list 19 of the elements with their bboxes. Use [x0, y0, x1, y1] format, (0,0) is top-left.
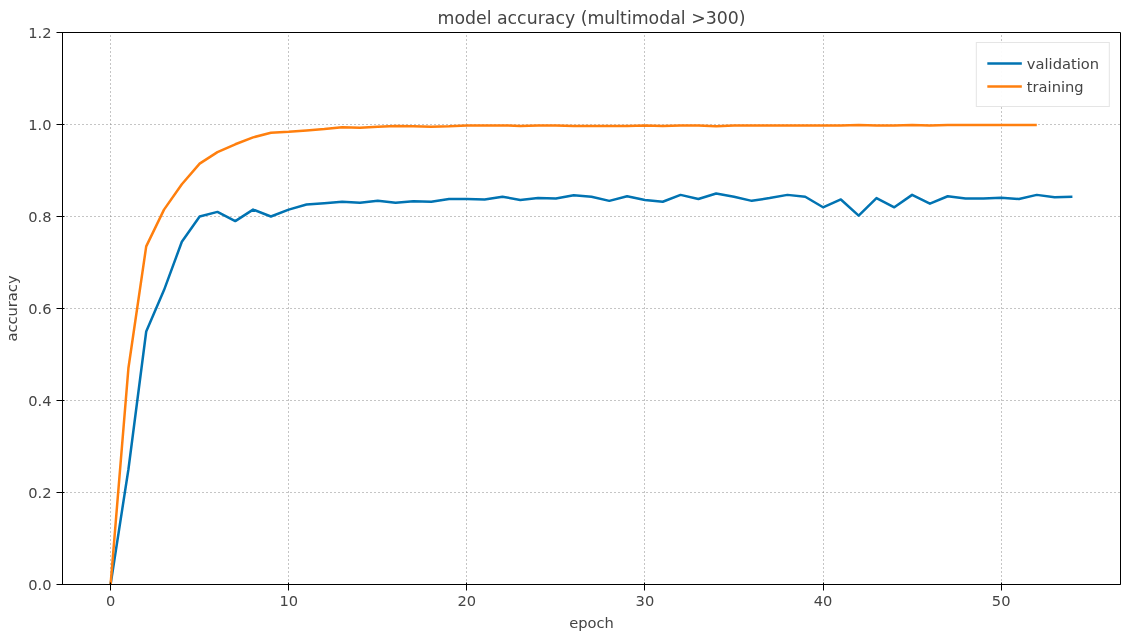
legend-label: training	[1026, 77, 1084, 95]
x-tick-label: 30	[635, 591, 655, 609]
y-axis-title: accuracy	[3, 275, 21, 342]
y-tick-label: 0.4	[28, 391, 52, 409]
y-tick-label: 1.0	[28, 115, 52, 133]
x-tick-label: 50	[991, 591, 1011, 609]
y-tick-label: 0.6	[28, 299, 52, 317]
chart-title: model accuracy (multimodal >300)	[437, 7, 746, 28]
x-tick-label: 10	[279, 591, 299, 609]
x-tick-label: 20	[457, 591, 477, 609]
y-tick-label: 1.2	[28, 23, 52, 41]
y-tick-label: 0.2	[28, 483, 52, 501]
legend-label: validation	[1026, 54, 1099, 72]
y-tick-label: 0.0	[28, 575, 52, 593]
x-tick-label: 0	[105, 591, 116, 609]
line-series	[109, 123, 1039, 585]
y-tick-label: 0.8	[28, 207, 52, 225]
x-tick-label: 40	[813, 591, 833, 609]
x-axis-title: epoch	[569, 613, 614, 631]
